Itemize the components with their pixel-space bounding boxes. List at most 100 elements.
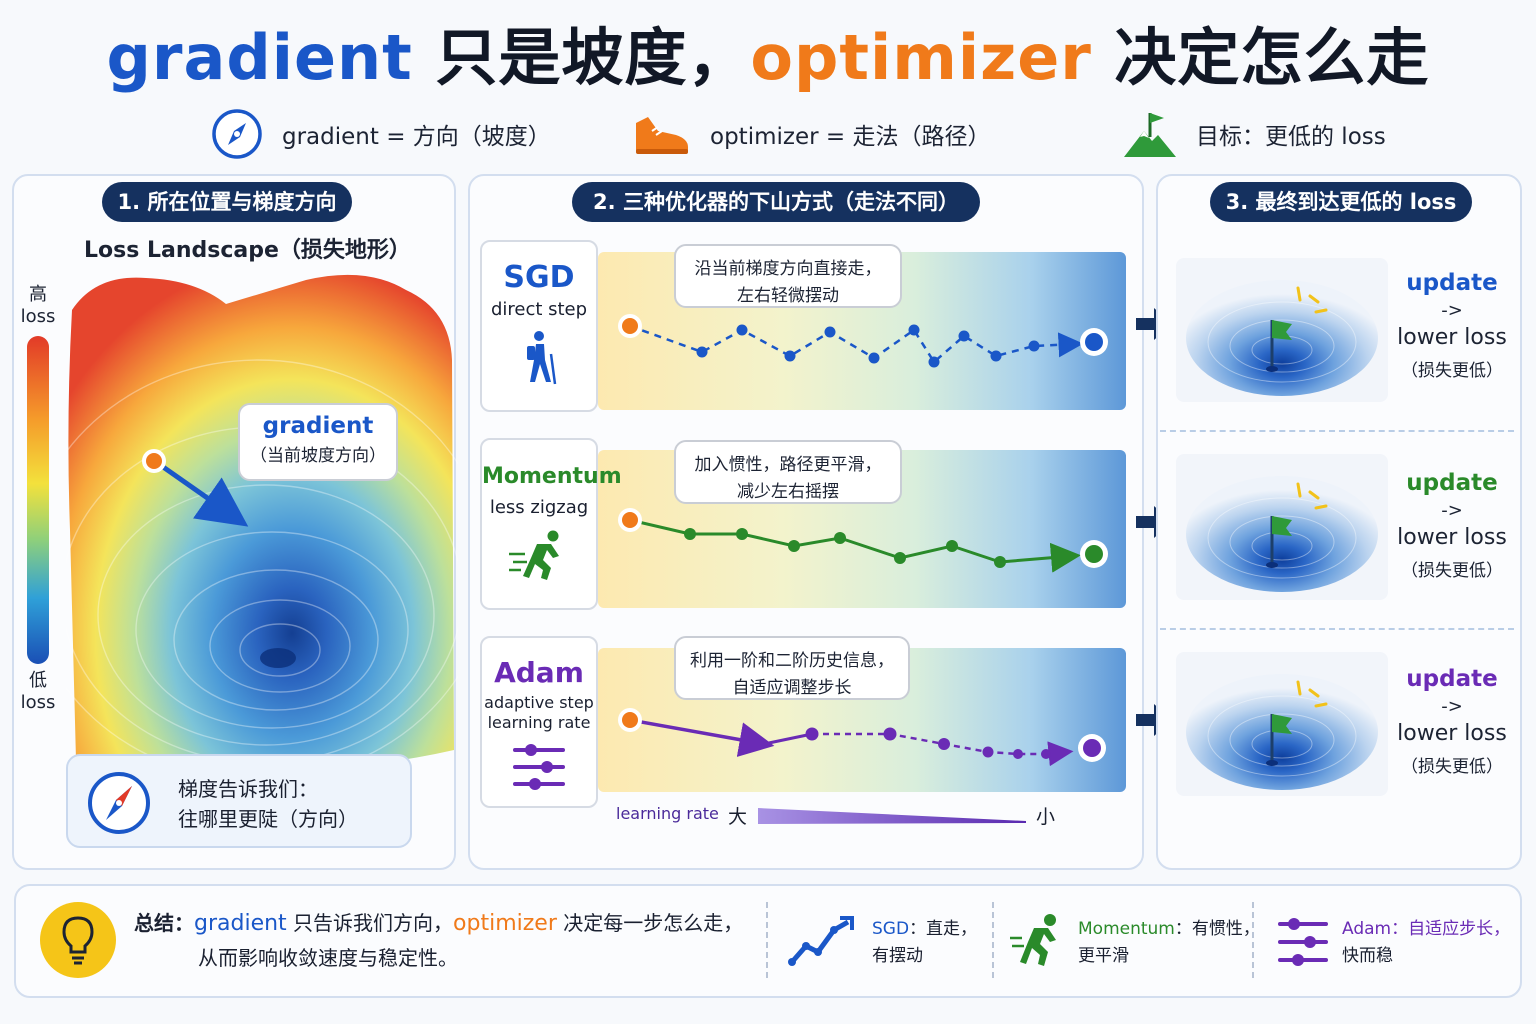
gradient-tip-box: 梯度告诉我们： 往哪里更陡（方向） (66, 754, 412, 848)
tip-line-1: 梯度告诉我们： (178, 777, 318, 801)
legend-gradient: gradient = 方向（坡度） (210, 104, 551, 164)
runner-icon (509, 530, 559, 580)
result-bowl-adam (1176, 652, 1388, 796)
summary-text: 总结：gradient 只告诉我们方向，optimizer 决定每一步怎么走， … (134, 906, 743, 975)
adam-note-2: 自适应调整步长 (732, 678, 852, 698)
panel1-pill: 1. 所在位置与梯度方向 (102, 182, 352, 222)
result-lower: lower loss (1397, 325, 1507, 350)
sgd-name: SGD (503, 260, 575, 295)
summary-end: 决定每一步怎么走， (556, 911, 744, 935)
lr-small: 小 (1036, 806, 1056, 828)
summary-adam-text1: ：自适应步长， (1391, 919, 1511, 939)
title-end: 决定怎么走 (1091, 21, 1430, 94)
summary-mom-text1: ：有惯性， (1174, 919, 1260, 939)
divider (1160, 628, 1514, 630)
momentum-note-1: 加入惯性，路径更平滑， (694, 455, 882, 475)
result-update: update (1406, 666, 1498, 692)
sliders-icon (1278, 918, 1328, 966)
summary-divider (1252, 902, 1254, 978)
result-lower: lower loss (1397, 525, 1507, 550)
summary-mid: 只告诉我们方向， (286, 911, 454, 935)
momentum-name: Momentum (482, 464, 622, 489)
adam-card: Adam adaptive step learning rate (480, 636, 598, 808)
title-middle: 只是坡度， (412, 21, 751, 94)
result-text-adam: update -> lower loss （损失更低） (1392, 666, 1512, 777)
compass-icon (212, 109, 262, 159)
loss-landscape-map (66, 274, 458, 781)
result-arrow: -> (1441, 696, 1463, 717)
summary-sgd-text2: 有摆动 (872, 946, 923, 966)
tip-line-2: 往哪里更陡（方向） (178, 807, 358, 831)
summary-adam-name: Adam (1342, 919, 1392, 939)
scale-low: 低 (29, 670, 47, 691)
summary-adam-text2: 快而稳 (1342, 946, 1393, 966)
summary-momentum: Momentum：有惯性， 更平滑 (1078, 916, 1260, 970)
adam-name: Adam (494, 656, 584, 689)
scale-low-label: 低 loss (18, 670, 58, 714)
result-text-momentum: update -> lower loss （损失更低） (1392, 470, 1512, 581)
result-update: update (1406, 270, 1498, 296)
summary-gradient: gradient (194, 911, 287, 936)
summary-sgd-name: SGD (872, 919, 910, 939)
sgd-note: 沿当前梯度方向直接走， 左右轻微摆动 (674, 244, 902, 308)
summary-mom-name: Momentum (1078, 919, 1175, 939)
panel2-pill: 2. 三种优化器的下山方式（走法不同） (572, 182, 980, 222)
result-update: update (1406, 470, 1498, 496)
lightbulb-icon (40, 902, 116, 978)
adam-note: 利用一阶和二阶历史信息， 自适应调整步长 (674, 636, 910, 700)
lr-label: learning rate (616, 804, 719, 823)
mountain-flag-icon (1124, 113, 1176, 157)
trend-line-icon (788, 916, 854, 966)
legend-optimizer: optimizer = 走法（路径） (630, 104, 990, 164)
momentum-sub: less zigzag (489, 497, 589, 518)
compass-icon (88, 772, 150, 834)
runner-icon (1010, 914, 1056, 966)
title-gradient: gradient (106, 21, 413, 94)
scale-high-unit: loss (20, 306, 56, 327)
title-optimizer: optimizer (750, 21, 1092, 94)
summary-divider (766, 902, 768, 978)
momentum-note: 加入惯性，路径更平滑， 减少左右摇摆 (674, 440, 902, 504)
sgd-note-2: 左右轻微摆动 (737, 286, 839, 306)
result-bowl-sgd (1176, 258, 1388, 402)
summary-adam: Adam：自适应步长， 快而稳 (1342, 916, 1510, 970)
scale-high: 高 (29, 284, 47, 305)
sgd-note-1: 沿当前梯度方向直接走， (694, 259, 882, 279)
lr-decay-bar (758, 808, 1026, 824)
scale-high-label: 高 loss (18, 284, 58, 328)
legend-optimizer-text: optimizer = 走法（路径） (710, 124, 991, 150)
summary-sgd-text1: ：直走， (909, 919, 978, 939)
momentum-note-2: 减少左右摇摆 (737, 482, 839, 502)
result-arrow: -> (1441, 500, 1463, 521)
page-title: gradient 只是坡度，optimizer 决定怎么走 (0, 18, 1536, 98)
sliders-icon (513, 744, 565, 790)
divider (1160, 430, 1514, 432)
result-sub: （损失更低） (1401, 757, 1503, 777)
loss-color-scale (27, 336, 49, 664)
shoe-icon (636, 117, 688, 154)
result-sub: （损失更低） (1401, 361, 1503, 381)
result-text-sgd: update -> lower loss （损失更低） (1392, 270, 1512, 381)
panel3-pill: 3. 最终到达更低的 loss (1210, 182, 1472, 222)
result-lower: lower loss (1397, 721, 1507, 746)
summary-mom-text2: 更平滑 (1078, 946, 1129, 966)
summary-box (14, 884, 1522, 998)
legend-gradient-text: gradient = 方向（坡度） (282, 124, 551, 150)
summary-lead: 总结： (134, 911, 194, 935)
sgd-card: SGD direct step (480, 240, 598, 412)
momentum-path (618, 508, 1108, 573)
summary-line-2: 从而影响收敛速度与稳定性。 (198, 946, 458, 970)
hiker-icon (527, 331, 557, 385)
scale-low-unit: loss (20, 692, 56, 713)
result-arrow: -> (1441, 300, 1463, 321)
sgd-sub: direct step (490, 299, 588, 320)
legend-goal: 目标：更低的 loss (1122, 104, 1386, 164)
adam-sub-2: learning rate (487, 713, 591, 732)
summary-sgd: SGD：直走， 有摆动 (872, 916, 977, 970)
sgd-path (618, 314, 1108, 368)
momentum-card: Momentum less zigzag (480, 438, 622, 610)
adam-note-1: 利用一阶和二阶历史信息， (690, 651, 894, 671)
result-bowl-momentum (1176, 454, 1388, 600)
result-sub: （损失更低） (1401, 561, 1503, 581)
lr-big: 大 (728, 806, 748, 828)
